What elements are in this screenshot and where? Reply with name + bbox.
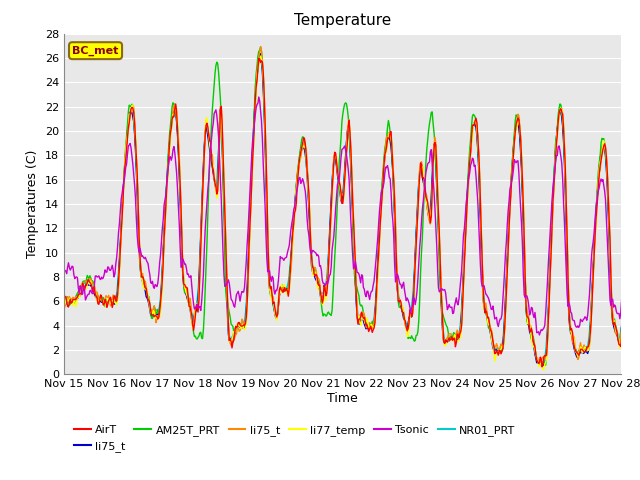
li75_t xyxy=(536,360,543,365)
AM25T_PRT xyxy=(220,212,228,217)
NR01_PRT xyxy=(256,54,264,60)
AM25T_PRT xyxy=(256,48,264,53)
li77_temp xyxy=(256,56,264,61)
li75_t xyxy=(605,210,613,216)
li75_t xyxy=(77,290,85,296)
li75_t xyxy=(567,330,575,336)
li77_temp xyxy=(605,218,613,224)
li77_temp xyxy=(257,53,264,59)
Tsonic xyxy=(257,109,264,115)
AM25T_PRT xyxy=(542,362,550,368)
AirT xyxy=(157,289,165,295)
Line: li75_t: li75_t xyxy=(64,47,640,362)
Text: BC_met: BC_met xyxy=(72,46,119,56)
NR01_PRT xyxy=(538,359,545,365)
Tsonic xyxy=(255,94,262,100)
AM25T_PRT xyxy=(605,224,613,230)
AM25T_PRT xyxy=(567,329,575,335)
AirT xyxy=(220,184,228,190)
li75_t xyxy=(220,181,228,187)
li75_t xyxy=(157,292,165,298)
Tsonic xyxy=(536,332,543,338)
Line: Tsonic: Tsonic xyxy=(64,97,640,335)
li75_t xyxy=(60,301,68,307)
li77_temp xyxy=(220,181,228,187)
AirT xyxy=(60,292,68,298)
Line: NR01_PRT: NR01_PRT xyxy=(64,57,640,362)
li77_temp xyxy=(539,367,547,372)
Tsonic xyxy=(77,285,85,290)
AirT xyxy=(255,56,262,61)
Line: li77_temp: li77_temp xyxy=(64,56,640,370)
Tsonic xyxy=(60,269,68,275)
NR01_PRT xyxy=(605,232,613,238)
Tsonic xyxy=(220,272,228,278)
NR01_PRT xyxy=(257,54,264,60)
X-axis label: Time: Time xyxy=(327,392,358,405)
AirT xyxy=(567,327,575,333)
li75_t xyxy=(257,44,264,49)
li75_t xyxy=(257,51,264,57)
li75_t xyxy=(256,53,264,59)
AirT xyxy=(605,217,613,223)
NR01_PRT xyxy=(157,281,165,287)
li77_temp xyxy=(567,326,575,332)
li75_t xyxy=(567,326,575,332)
li77_temp xyxy=(60,298,68,303)
li77_temp xyxy=(157,299,165,305)
li77_temp xyxy=(77,288,85,293)
AirT xyxy=(77,291,85,297)
Title: Temperature: Temperature xyxy=(294,13,391,28)
Tsonic xyxy=(605,276,613,282)
li75_t xyxy=(538,363,546,369)
AirT xyxy=(538,364,546,370)
AM25T_PRT xyxy=(257,44,264,49)
Legend: AirT, li75_t, AM25T_PRT, li75_t, li77_temp, Tsonic, NR01_PRT: AirT, li75_t, AM25T_PRT, li75_t, li77_te… xyxy=(70,421,520,456)
Y-axis label: Temperatures (C): Temperatures (C) xyxy=(26,150,39,258)
li75_t xyxy=(157,286,165,291)
AM25T_PRT xyxy=(77,285,85,290)
AM25T_PRT xyxy=(157,288,165,293)
li75_t xyxy=(60,304,68,310)
li75_t xyxy=(220,198,228,204)
li75_t xyxy=(605,235,613,240)
Tsonic xyxy=(567,309,575,315)
Line: AirT: AirT xyxy=(64,59,640,367)
Line: li75_t: li75_t xyxy=(64,54,640,366)
Tsonic xyxy=(157,238,165,244)
NR01_PRT xyxy=(220,196,228,202)
AirT xyxy=(257,60,264,65)
li75_t xyxy=(77,283,85,288)
li75_t xyxy=(256,49,264,55)
NR01_PRT xyxy=(567,324,575,330)
NR01_PRT xyxy=(77,285,85,290)
Line: AM25T_PRT: AM25T_PRT xyxy=(64,47,640,365)
NR01_PRT xyxy=(60,295,68,301)
AM25T_PRT xyxy=(60,299,68,305)
